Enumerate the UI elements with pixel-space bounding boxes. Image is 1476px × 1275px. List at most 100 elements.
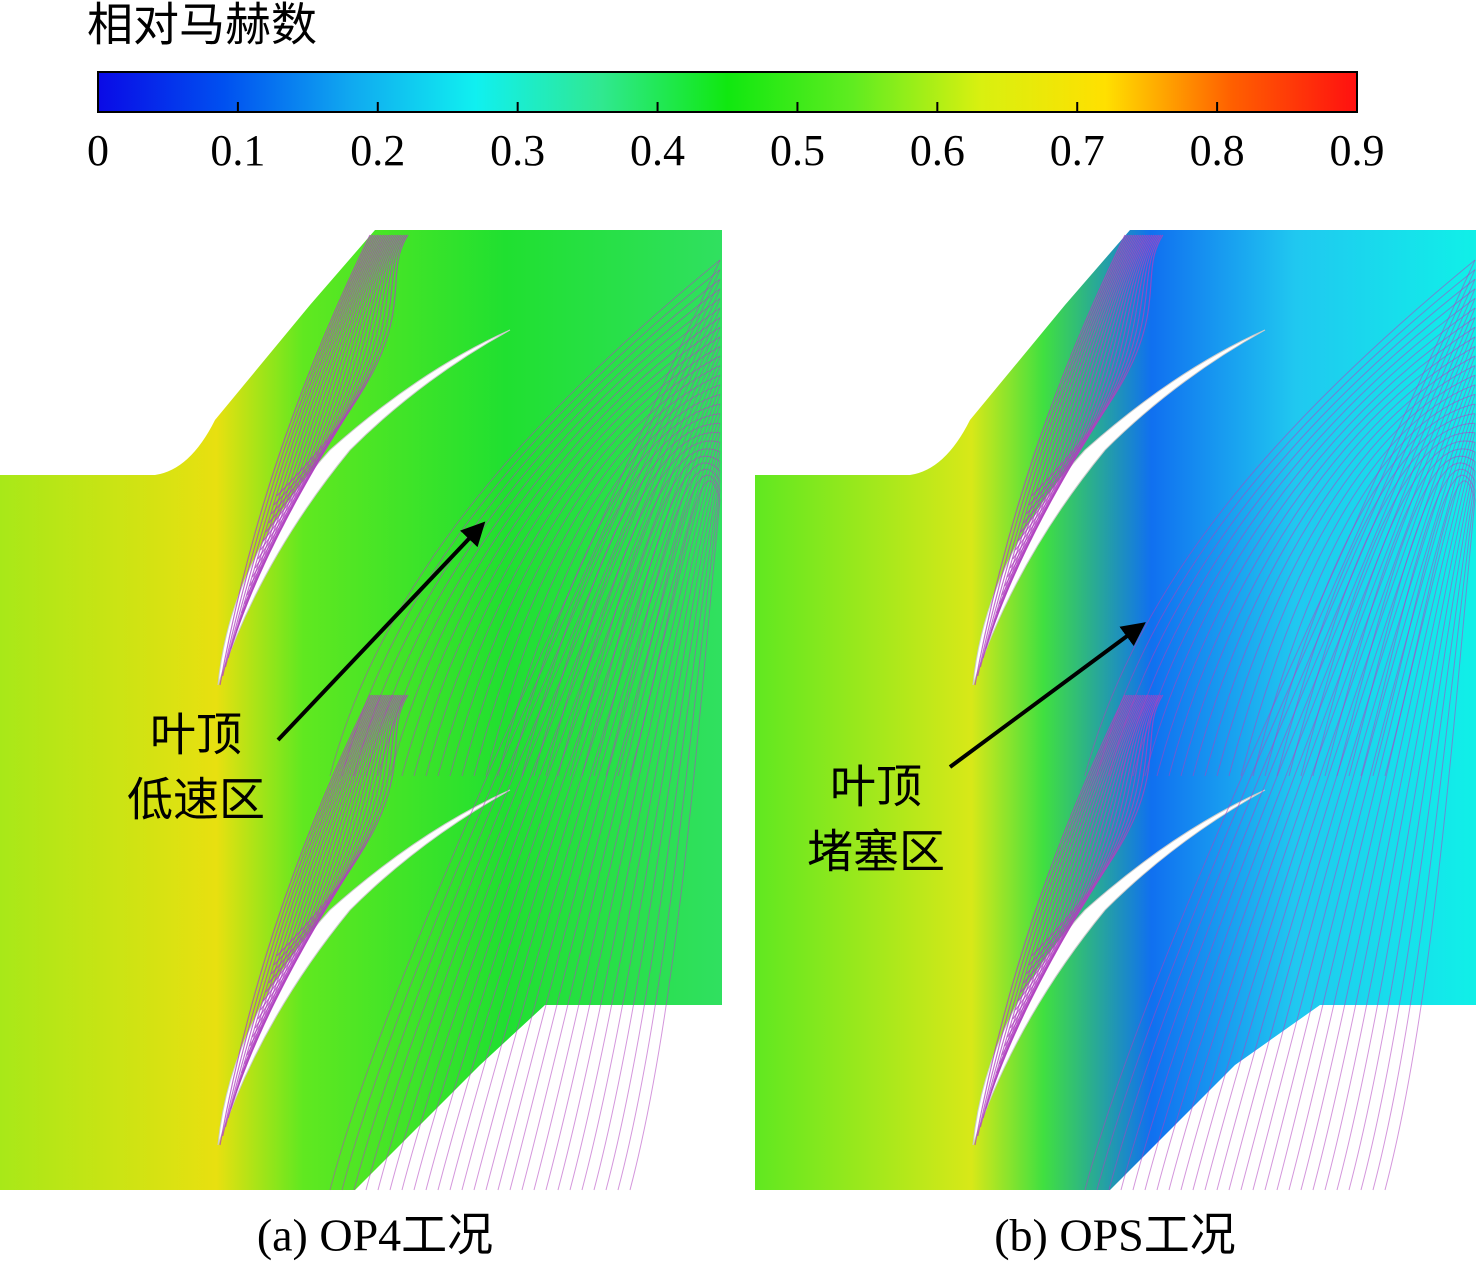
streamline [521, 413, 721, 1191]
streamline [1020, 234, 1157, 533]
streamline [557, 442, 721, 1191]
streamline [473, 375, 721, 1191]
streamline [268, 234, 403, 524]
streamline [1023, 234, 1158, 524]
streamline [1096, 269, 1476, 1191]
streamline [581, 461, 721, 1191]
streamline [1372, 490, 1476, 1191]
streamline [1324, 451, 1476, 1191]
streamline [1276, 413, 1476, 777]
streamline [227, 694, 376, 1119]
streamline [377, 297, 721, 777]
streamline [1025, 694, 1160, 975]
streamline [1240, 384, 1476, 777]
streamline [977, 694, 1128, 1137]
tick-label: 0.7 [1050, 126, 1105, 175]
streamline [1156, 317, 1476, 1191]
streamline [982, 694, 1131, 1119]
streamline [329, 259, 721, 1191]
streamline [1288, 422, 1476, 777]
flow-field [0, 230, 722, 1190]
tick-label: 0 [87, 126, 109, 175]
streamline [224, 694, 375, 1128]
streamline [485, 384, 721, 1191]
streamline [365, 288, 721, 1191]
streamline [1300, 432, 1476, 777]
streamline [222, 234, 373, 677]
streamline [1348, 462, 1476, 777]
caption: (b) OPS工况 [994, 1210, 1236, 1261]
streamline [497, 393, 721, 777]
streamline [1348, 471, 1476, 1191]
streamline [262, 694, 400, 1002]
streamline [222, 694, 373, 1137]
streamline [1216, 365, 1476, 777]
arrow [948, 622, 1146, 769]
streamline [977, 234, 1128, 677]
streamline [1312, 442, 1476, 1191]
streamline [1015, 694, 1153, 1011]
streamline [265, 234, 402, 533]
panel: 叶顶 堵塞区 (b) OPS工况 [755, 230, 1476, 1261]
streamline [1384, 480, 1476, 777]
blade [972, 789, 1266, 1146]
streamline [593, 462, 721, 777]
streamline [629, 480, 721, 777]
streamline [605, 480, 721, 1191]
streamline [1023, 694, 1158, 984]
streamline [227, 234, 376, 659]
streamline [1144, 307, 1476, 1191]
streamline [365, 288, 721, 777]
streamline [1156, 317, 1476, 777]
streamline [389, 307, 721, 777]
tick-label: 0.4 [630, 126, 685, 175]
streamline [1288, 423, 1476, 1191]
annotation: 堵塞区 [807, 827, 945, 878]
streamline [985, 694, 1133, 1110]
streamline [437, 346, 721, 1191]
streamline [1252, 394, 1476, 1191]
streamline [1096, 269, 1476, 777]
streamline [1300, 432, 1476, 1191]
caption: (a) OP4工况 [257, 1210, 493, 1261]
streamline [230, 234, 378, 650]
annotation: 叶顶 [830, 762, 922, 813]
streamline [569, 448, 721, 777]
streamline [982, 234, 1131, 659]
streamline [1336, 455, 1476, 777]
colorbar [97, 71, 1358, 113]
streamline [533, 423, 721, 1191]
streamline [521, 413, 721, 777]
streamline [1360, 468, 1476, 777]
streamline [1336, 461, 1476, 1191]
streamline [1192, 346, 1476, 1191]
streamline [979, 694, 1130, 1128]
streamline [473, 374, 721, 777]
streamline [1084, 259, 1476, 777]
streamline [1031, 694, 1164, 957]
streamline [260, 234, 398, 551]
streamline [262, 234, 400, 542]
streamline [1228, 374, 1476, 777]
streamline [341, 269, 721, 1191]
streamline [1015, 234, 1153, 551]
streamline [1228, 375, 1476, 1191]
streamline [341, 269, 721, 777]
streamline [1025, 234, 1160, 515]
streamline [257, 234, 396, 560]
streamline [617, 490, 721, 1191]
streamline [1324, 448, 1476, 777]
blade [972, 329, 1266, 686]
streamline [1204, 355, 1476, 777]
tick-label: 0.8 [1190, 126, 1245, 175]
streamline [1264, 403, 1476, 1191]
blade [217, 329, 511, 686]
streamline [449, 355, 721, 777]
streamline [1192, 345, 1476, 777]
streamline [593, 471, 721, 1191]
streamline [979, 234, 1130, 668]
streamline [985, 234, 1133, 650]
streamline [1020, 694, 1157, 993]
streamline [270, 694, 405, 975]
